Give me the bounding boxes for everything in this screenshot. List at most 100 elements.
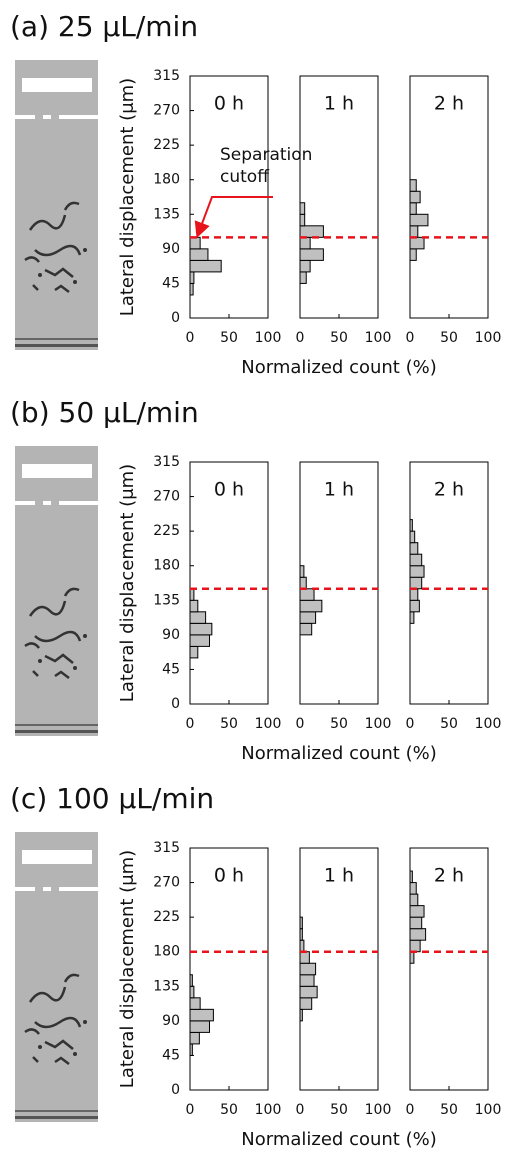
- y-tick-label: 225: [153, 137, 180, 153]
- bar: [409, 916, 423, 930]
- subplot-label: 0 h: [214, 865, 244, 887]
- bar: [189, 634, 210, 647]
- y-axis-label: Lateral displacement (μm): [117, 464, 138, 702]
- y-tick-label: 45: [162, 661, 180, 677]
- bar: [409, 588, 419, 601]
- bar: [409, 248, 417, 261]
- y-tick-label: 0: [171, 310, 180, 326]
- x-tick-label: 50: [220, 330, 238, 346]
- bar: [299, 916, 303, 930]
- y-axis-label: Lateral displacement (μm): [117, 850, 138, 1088]
- x-tick-label: 0: [296, 1102, 305, 1118]
- x-tick-label: 50: [220, 1102, 238, 1118]
- x-tick-label: 100: [255, 330, 282, 346]
- y-tick-label: 45: [162, 275, 180, 291]
- bar: [409, 576, 423, 590]
- x-tick-label: 100: [365, 716, 392, 732]
- bar: [409, 225, 419, 238]
- bar: [409, 530, 416, 544]
- bar: [409, 202, 417, 215]
- subplot-label: 2 h: [434, 479, 464, 501]
- bar: [189, 236, 201, 250]
- x-tick-label: 100: [365, 1102, 392, 1118]
- bar: [299, 599, 323, 613]
- x-tick-label: 50: [440, 330, 458, 346]
- micrograph: [13, 830, 100, 1124]
- bar: [189, 259, 222, 273]
- bar: [189, 282, 194, 296]
- x-tick-label: 50: [440, 716, 458, 732]
- x-tick-label: 100: [255, 716, 282, 732]
- bar: [189, 1020, 210, 1033]
- x-tick-label: 0: [186, 1102, 195, 1118]
- y-tick-label: 0: [171, 696, 180, 712]
- y-tick-label: 270: [153, 103, 180, 119]
- bar: [409, 179, 417, 192]
- y-axis-label: Lateral displacement (μm): [117, 78, 138, 316]
- bar: [189, 622, 213, 636]
- bar: [299, 939, 305, 953]
- bar: [299, 565, 305, 578]
- y-tick-label: 315: [153, 840, 180, 856]
- y-tick-label: 135: [153, 592, 180, 608]
- bar: [409, 905, 425, 918]
- y-tick-label: 45: [162, 1047, 180, 1063]
- bar: [299, 576, 307, 590]
- bar: [299, 248, 324, 261]
- micrograph: [13, 444, 100, 738]
- x-tick-label: 0: [406, 1102, 415, 1118]
- x-tick-label: 100: [475, 1102, 502, 1118]
- bar: [299, 997, 313, 1010]
- panel-title: (c) 100 μL/min: [10, 782, 214, 815]
- bar: [409, 542, 419, 555]
- bar: [409, 190, 421, 204]
- bar: [299, 236, 311, 250]
- x-tick-label: 0: [296, 330, 305, 346]
- bar: [409, 611, 415, 624]
- x-tick-label: 100: [475, 330, 502, 346]
- y-tick-label: 0: [171, 1082, 180, 1098]
- x-axis-label: Normalized count (%): [241, 743, 436, 764]
- y-tick-label: 270: [153, 489, 180, 505]
- x-tick-label: 50: [330, 330, 348, 346]
- bar: [189, 588, 195, 601]
- bar: [409, 882, 417, 895]
- x-tick-label: 100: [365, 330, 392, 346]
- y-tick-label: 90: [162, 1013, 180, 1029]
- bar: [189, 1043, 193, 1056]
- x-tick-label: 50: [440, 1102, 458, 1118]
- y-tick-label: 180: [153, 558, 180, 574]
- bar: [299, 259, 311, 273]
- x-tick-label: 100: [255, 1102, 282, 1118]
- bar: [409, 599, 420, 613]
- bar: [189, 248, 209, 261]
- panel-title: (a) 25 μL/min: [10, 10, 198, 43]
- bar: [299, 611, 317, 624]
- bar: [409, 951, 415, 964]
- bar: [189, 611, 207, 624]
- x-tick-label: 0: [186, 716, 195, 732]
- bar: [409, 236, 425, 250]
- bar: [189, 1008, 214, 1022]
- subplot-label: 0 h: [214, 93, 244, 115]
- y-tick-label: 315: [153, 454, 180, 470]
- bar: [409, 893, 419, 907]
- bar: [409, 213, 429, 227]
- subplot-label: 1 h: [324, 479, 354, 501]
- y-tick-label: 135: [153, 978, 180, 994]
- bar: [299, 622, 313, 636]
- x-tick-label: 100: [475, 716, 502, 732]
- x-tick-label: 0: [406, 716, 415, 732]
- x-tick-label: 50: [330, 716, 348, 732]
- y-tick-label: 270: [153, 875, 180, 891]
- bar: [409, 870, 413, 884]
- subplot-label: 2 h: [434, 865, 464, 887]
- annotation: cutoff: [220, 167, 270, 187]
- y-tick-label: 180: [153, 944, 180, 960]
- x-tick-label: 0: [406, 330, 415, 346]
- x-tick-label: 0: [186, 330, 195, 346]
- panel-title: (b) 50 μL/min: [10, 396, 199, 429]
- bar: [409, 519, 413, 532]
- x-tick-label: 0: [296, 716, 305, 732]
